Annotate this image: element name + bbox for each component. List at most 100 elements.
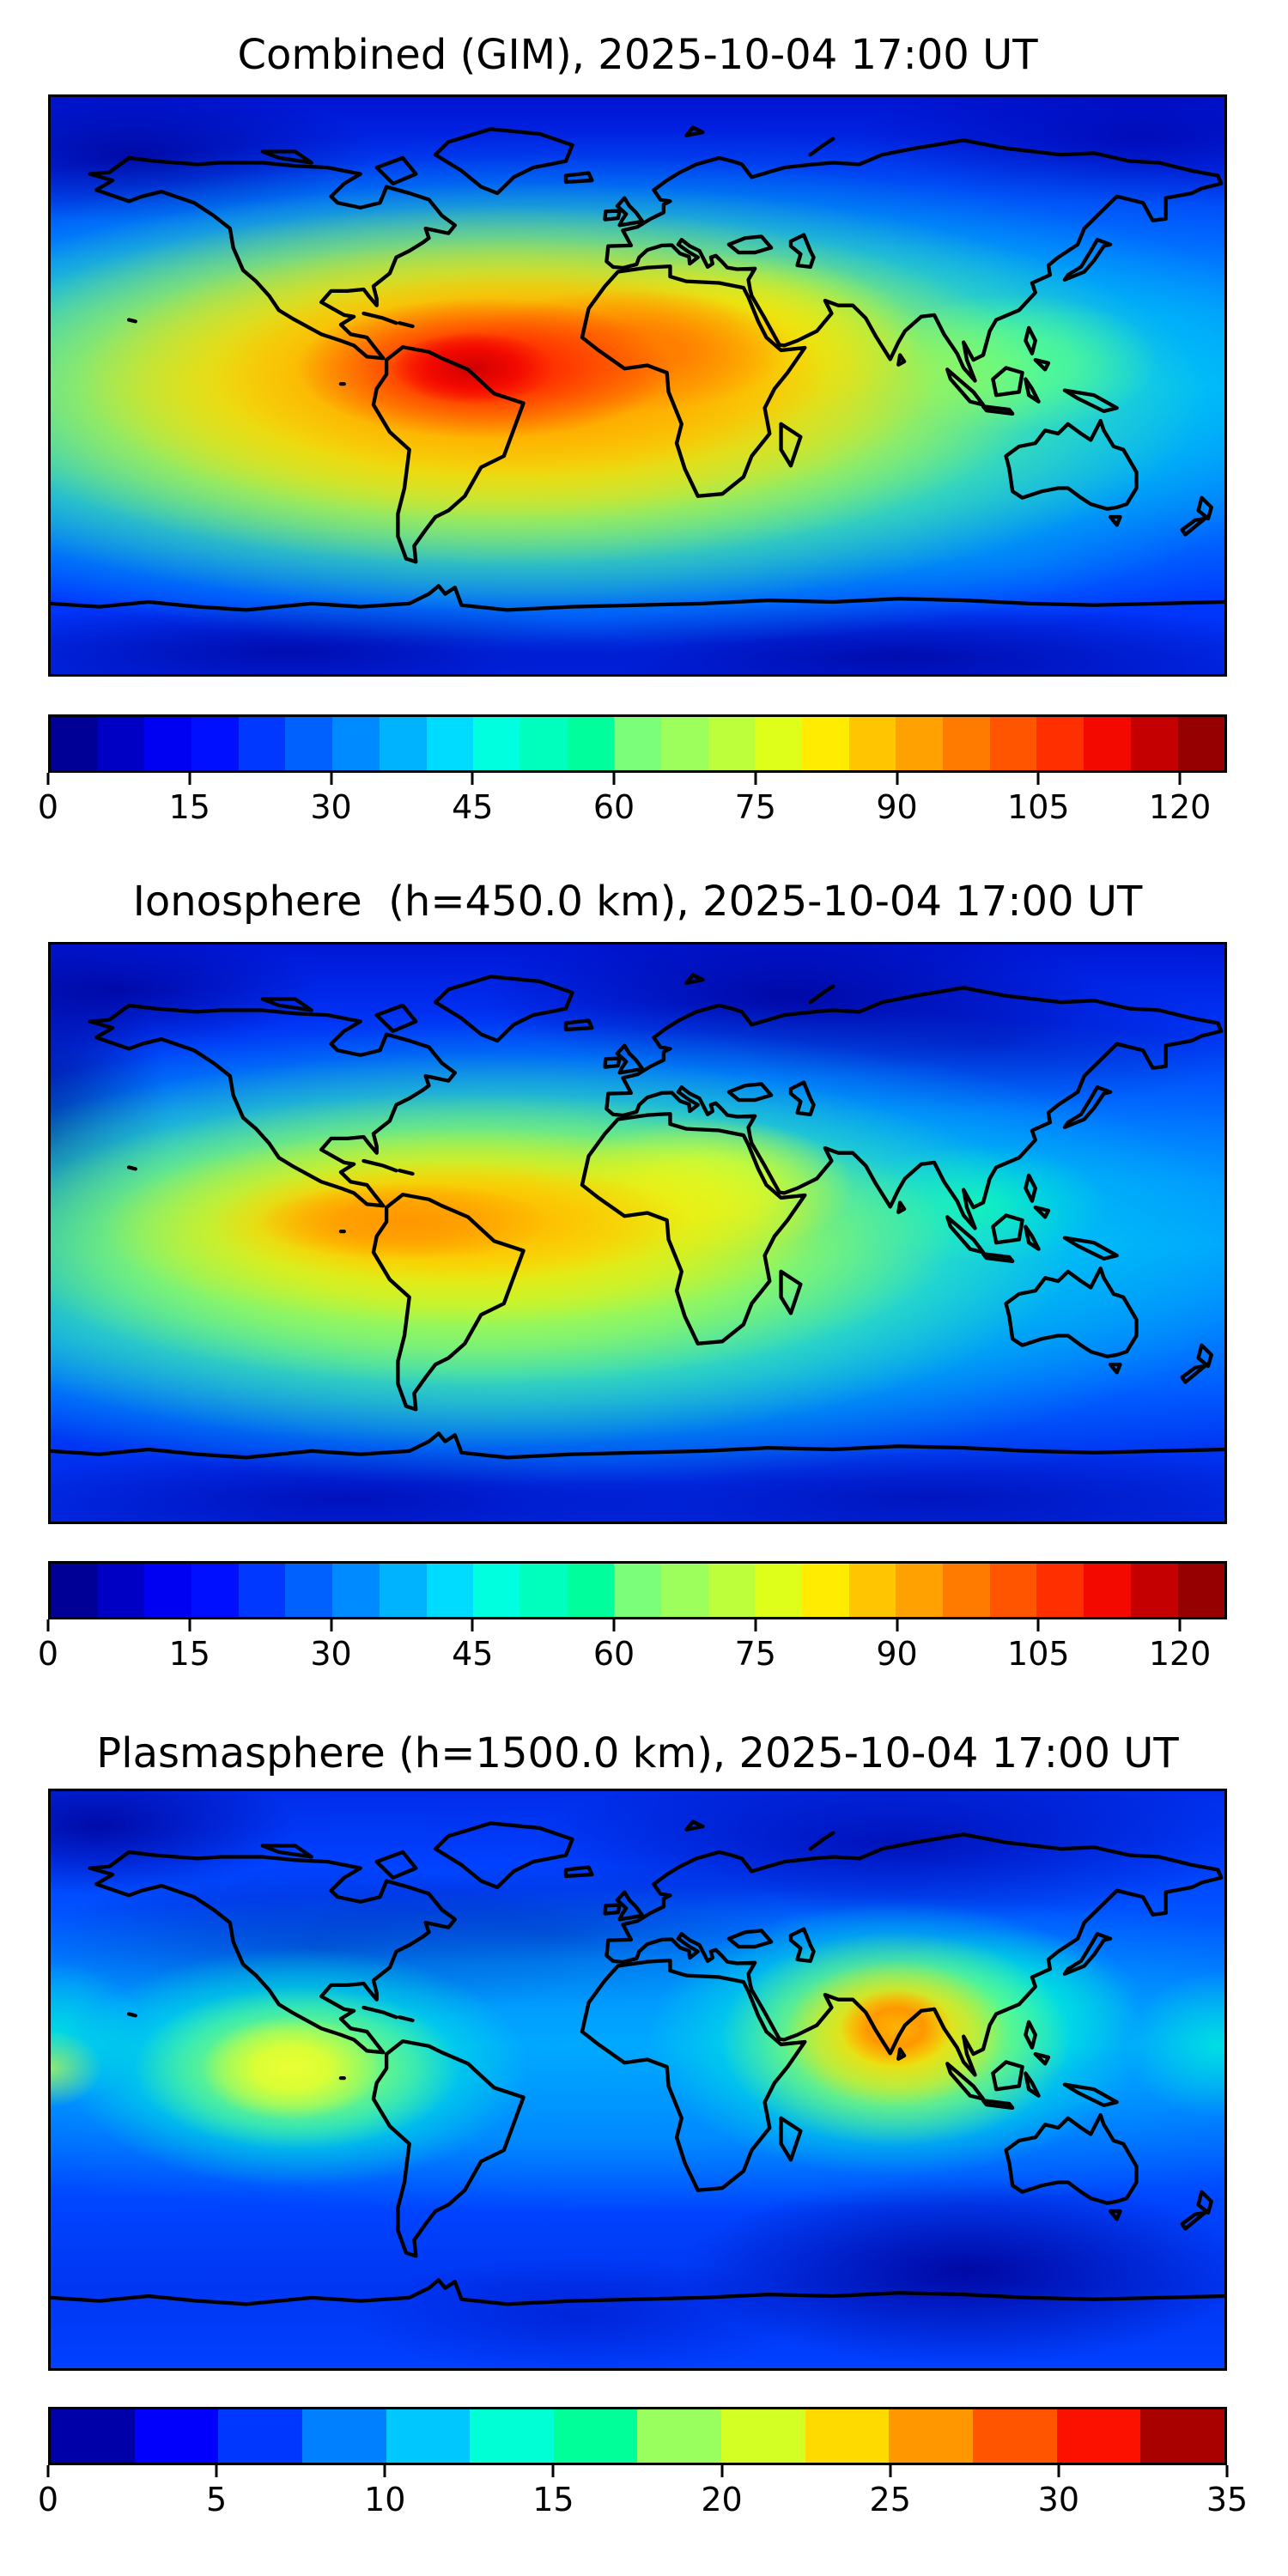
colorbar-tickmark xyxy=(1178,773,1182,785)
colorbar-tick-label: 30 xyxy=(310,788,352,826)
colorbar-segment xyxy=(97,717,145,770)
colorbar-segment xyxy=(896,1564,944,1617)
colorbar-segment xyxy=(51,2409,135,2463)
colorbar-segment xyxy=(51,717,98,770)
colorbar-tickmark xyxy=(1036,1619,1040,1631)
colorbar-segment xyxy=(191,1564,239,1617)
colorbar-segment xyxy=(238,1564,286,1617)
colorbar-segment xyxy=(426,1564,474,1617)
colorbar-tickmark xyxy=(471,1619,474,1631)
colorbar-tick-label: 45 xyxy=(452,1635,494,1673)
colorbar-segment xyxy=(943,717,990,770)
colorbar-segment xyxy=(238,717,286,770)
colorbar-tickmark xyxy=(330,1619,333,1631)
colorbar-tickmark xyxy=(896,773,899,785)
colorbar-segment xyxy=(943,1564,990,1617)
colorbar-tickmark xyxy=(46,2465,50,2477)
colorbar-tick-label: 15 xyxy=(168,1635,210,1673)
colorbar-segment xyxy=(614,1564,661,1617)
coastline-overlay xyxy=(51,945,1224,1522)
colorbar-segment xyxy=(386,2409,471,2463)
colorbar-tickmark xyxy=(188,1619,191,1631)
combined-map xyxy=(48,94,1227,677)
plasmasphere-colorbar xyxy=(48,2407,1227,2465)
colorbar-tickmark xyxy=(612,773,616,785)
combined-title: Combined (GIM), 2025-10-04 17:00 UT xyxy=(237,31,1038,79)
colorbar-tickmark xyxy=(754,773,757,785)
colorbar-tick-label: 0 xyxy=(37,2481,59,2518)
colorbar-segment xyxy=(1084,717,1131,770)
colorbar-tickmark xyxy=(1225,2465,1229,2477)
colorbar-tick-label: 30 xyxy=(1037,2481,1080,2518)
coastline-overlay xyxy=(51,1791,1224,2368)
colorbar-segment xyxy=(989,1564,1037,1617)
colorbar-tick-label: 0 xyxy=(37,788,59,826)
colorbar-tick-label: 105 xyxy=(1007,1635,1070,1673)
colorbar-segment xyxy=(470,2409,554,2463)
colorbar-tick-label: 0 xyxy=(37,1635,59,1673)
colorbar-segment xyxy=(637,2409,722,2463)
colorbar-segment xyxy=(802,717,849,770)
colorbar-tick-label: 105 xyxy=(1007,788,1070,826)
colorbar-segment xyxy=(1177,1564,1225,1617)
colorbar-segment xyxy=(97,1564,145,1617)
colorbar-segment xyxy=(332,1564,380,1617)
colorbar-segment xyxy=(805,2409,890,2463)
colorbar-segment xyxy=(708,1564,756,1617)
colorbar-tickmark xyxy=(1036,773,1040,785)
colorbar-tickmark xyxy=(330,773,333,785)
colorbar-segment xyxy=(1130,1564,1178,1617)
colorbar-tick-label: 90 xyxy=(876,1635,918,1673)
colorbar-tick-label: 60 xyxy=(592,1635,635,1673)
colorbar-tick-label: 35 xyxy=(1206,2481,1249,2518)
colorbar-segment xyxy=(191,717,239,770)
colorbar-tick-label: 25 xyxy=(869,2481,911,2518)
colorbar-segment xyxy=(721,2409,805,2463)
colorbar-tick-label: 30 xyxy=(310,1635,352,1673)
colorbar-segment xyxy=(660,717,708,770)
colorbar-tick-label: 90 xyxy=(876,788,918,826)
colorbar-tickmark xyxy=(720,2465,724,2477)
colorbar-tick-label: 120 xyxy=(1148,1635,1212,1673)
colorbar-segment xyxy=(567,717,615,770)
colorbar-segment xyxy=(1036,717,1084,770)
colorbar-segment xyxy=(755,717,802,770)
combined-colorbar xyxy=(48,714,1227,773)
colorbar-segment xyxy=(567,1564,615,1617)
colorbar-tick-label: 75 xyxy=(734,1635,776,1673)
plasmasphere-map xyxy=(48,1789,1227,2371)
colorbar-segment xyxy=(1036,1564,1084,1617)
colorbar-tickmark xyxy=(754,1619,757,1631)
colorbar-segment xyxy=(519,1564,568,1617)
colorbar-segment xyxy=(379,1564,427,1617)
colorbar-segment xyxy=(301,2409,386,2463)
colorbar-tick-label: 75 xyxy=(734,788,776,826)
colorbar-tickmark xyxy=(46,773,50,785)
colorbar-segment xyxy=(1130,717,1178,770)
colorbar-segment xyxy=(1140,2409,1224,2463)
colorbar-segment xyxy=(426,717,474,770)
colorbar-segment xyxy=(134,2409,219,2463)
colorbar-tickmark xyxy=(551,2465,555,2477)
colorbar-tickmark xyxy=(1057,2465,1060,2477)
colorbar-segment xyxy=(519,717,568,770)
colorbar-segment xyxy=(473,1564,520,1617)
colorbar-segment xyxy=(973,2409,1057,2463)
colorbar-tick-label: 10 xyxy=(364,2481,406,2518)
colorbar-tickmark xyxy=(612,1619,616,1631)
colorbar-tickmark xyxy=(889,2465,892,2477)
colorbar-tickmark xyxy=(188,773,191,785)
ionosphere-title: Ionosphere (h=450.0 km), 2025-10-04 17:0… xyxy=(132,878,1143,926)
colorbar-segment xyxy=(332,717,380,770)
colorbar-segment xyxy=(989,717,1037,770)
colorbar-tick-label: 5 xyxy=(206,2481,228,2518)
colorbar-tickmark xyxy=(215,2465,218,2477)
colorbar-segment xyxy=(614,717,661,770)
colorbar-tickmark xyxy=(383,2465,386,2477)
colorbar-tickmark xyxy=(1178,1619,1182,1631)
colorbar-segment xyxy=(1056,2409,1141,2463)
colorbar-tick-label: 15 xyxy=(532,2481,574,2518)
colorbar-tickmark xyxy=(896,1619,899,1631)
colorbar-segment xyxy=(144,1564,192,1617)
